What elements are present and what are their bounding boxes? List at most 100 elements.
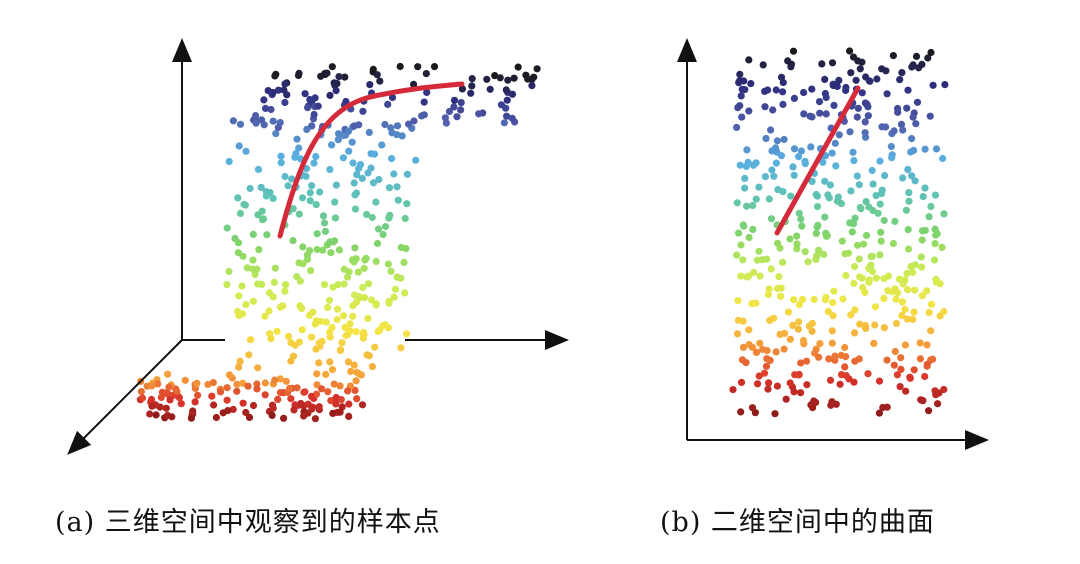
sample-point	[747, 80, 755, 88]
sample-point	[236, 209, 245, 217]
sample-point	[737, 241, 745, 249]
sample-point	[837, 200, 845, 208]
sample-point	[319, 246, 327, 254]
sample-point	[828, 398, 836, 406]
sample-point	[164, 390, 172, 398]
sample-point	[245, 413, 254, 421]
sample-point	[317, 72, 325, 80]
sample-point	[936, 280, 944, 288]
sample-point	[236, 120, 245, 128]
sample-point	[274, 123, 282, 132]
sample-point	[385, 184, 394, 192]
sample-point	[773, 137, 781, 145]
sample-point	[271, 264, 279, 272]
sample-point	[803, 381, 811, 389]
sample-point	[508, 114, 516, 122]
sample-point	[786, 235, 794, 243]
sample-point	[824, 307, 832, 316]
sample-point	[753, 380, 762, 388]
sample-point	[339, 312, 348, 320]
sample-point	[807, 401, 815, 409]
sample-point	[767, 215, 776, 223]
sample-point	[825, 355, 833, 363]
sample-point	[745, 107, 753, 115]
sample-point	[924, 54, 932, 62]
sample-point	[810, 295, 818, 304]
sample-point	[736, 70, 744, 78]
sample-point	[776, 244, 784, 252]
sample-point	[457, 106, 465, 114]
sample-point	[891, 217, 899, 225]
sample-point	[875, 377, 884, 385]
sample-point	[770, 172, 778, 180]
sample-point	[861, 129, 869, 137]
sample-point	[925, 407, 933, 415]
sample-point	[351, 386, 359, 394]
sample-point	[194, 391, 202, 399]
sample-point	[368, 363, 376, 371]
sample-point	[741, 184, 749, 192]
sample-point	[191, 398, 199, 406]
sample-point	[745, 326, 753, 334]
sample-point	[193, 379, 201, 387]
sample-point	[839, 295, 847, 303]
sample-point	[918, 236, 926, 244]
sample-point	[254, 165, 263, 173]
sample-point	[253, 265, 261, 273]
sample-point	[790, 145, 799, 153]
sample-point	[821, 89, 829, 98]
sample-point	[865, 278, 873, 286]
sample-point	[397, 344, 405, 352]
sample-point	[867, 261, 875, 269]
sample-point	[260, 96, 268, 104]
sample-point	[755, 372, 763, 380]
sample-point	[786, 379, 794, 387]
sample-point	[390, 293, 398, 301]
sample-point	[412, 156, 420, 164]
sample-point	[851, 262, 859, 271]
sample-point	[911, 286, 919, 294]
sample-point	[739, 256, 747, 264]
sample-point	[760, 369, 769, 377]
sample-point	[242, 147, 250, 155]
sample-point	[890, 127, 898, 135]
sample-point	[738, 113, 746, 121]
sample-point	[223, 396, 231, 404]
sample-point	[763, 347, 771, 355]
sample-point	[219, 409, 227, 417]
sample-point	[336, 346, 345, 354]
sample-point	[299, 243, 307, 251]
sample-point	[864, 370, 872, 378]
sample-point	[255, 246, 263, 254]
sample-point	[349, 159, 357, 167]
sample-point	[225, 371, 234, 379]
sample-point	[738, 85, 746, 93]
sample-point	[313, 230, 321, 238]
sample-point	[287, 357, 295, 365]
sample-point	[349, 312, 357, 320]
sample-point	[812, 255, 820, 263]
sample-point	[769, 106, 777, 114]
sample-point	[856, 65, 864, 73]
sample-point	[816, 340, 824, 348]
sample-point	[820, 250, 828, 258]
sample-point	[752, 348, 761, 356]
sample-point	[909, 268, 917, 276]
sample-point	[821, 296, 829, 304]
sample-point	[815, 246, 823, 254]
sample-point	[319, 212, 328, 220]
sample-point	[324, 388, 332, 396]
sample-point	[328, 141, 336, 149]
sample-point	[497, 101, 505, 109]
sample-point	[212, 413, 220, 422]
sample-point	[271, 376, 279, 384]
sample-point	[334, 281, 342, 289]
curve-2d	[774, 85, 861, 236]
sample-point	[364, 169, 372, 177]
sample-point	[326, 358, 334, 366]
sample-point	[307, 392, 316, 400]
sample-point	[344, 127, 353, 135]
sample-point	[745, 56, 753, 64]
sample-point	[210, 401, 218, 409]
sample-point	[348, 256, 357, 264]
